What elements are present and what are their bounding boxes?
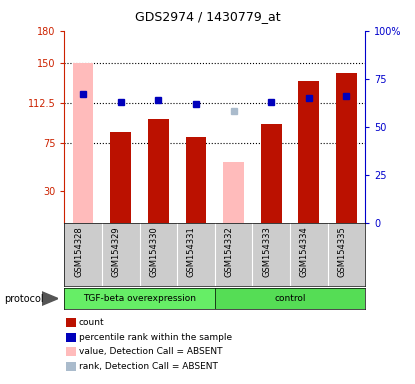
Text: value, Detection Call = ABSENT: value, Detection Call = ABSENT [79,347,222,356]
Text: count: count [79,318,105,327]
Text: rank, Detection Call = ABSENT: rank, Detection Call = ABSENT [79,362,218,371]
Bar [73,63,93,223]
Bar [110,132,131,223]
Bar [298,81,319,223]
Text: protocol: protocol [4,293,44,304]
Text: TGF-beta overexpression: TGF-beta overexpression [83,294,196,303]
Polygon shape [42,292,58,306]
Text: percentile rank within the sample: percentile rank within the sample [79,333,232,342]
Bar [261,124,281,223]
Text: GSM154334: GSM154334 [300,226,309,276]
Bar [336,73,357,223]
Text: GSM154331: GSM154331 [187,226,196,276]
Bar [186,137,206,223]
Text: GSM154328: GSM154328 [74,226,83,276]
Text: GSM154329: GSM154329 [112,226,121,276]
Text: GSM154335: GSM154335 [337,226,347,276]
Bar [215,288,365,309]
Bar [148,119,168,223]
Bar [223,162,244,223]
Text: GSM154332: GSM154332 [225,226,234,276]
Text: GSM154333: GSM154333 [262,226,271,277]
Text: GDS2974 / 1430779_at: GDS2974 / 1430779_at [135,10,280,23]
Text: GSM154330: GSM154330 [149,226,159,276]
Text: control: control [274,294,306,303]
Bar [64,288,215,309]
